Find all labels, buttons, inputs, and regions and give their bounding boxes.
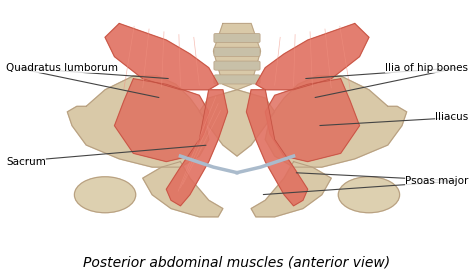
Polygon shape <box>213 23 261 90</box>
Polygon shape <box>265 76 407 167</box>
Text: Ilia of hip bones: Ilia of hip bones <box>385 63 468 73</box>
Polygon shape <box>115 79 209 162</box>
Polygon shape <box>143 162 223 217</box>
Polygon shape <box>166 90 228 206</box>
Polygon shape <box>256 23 369 90</box>
Text: Quadratus lumborum: Quadratus lumborum <box>6 63 118 73</box>
Polygon shape <box>246 90 308 206</box>
Text: Posterior abdominal muscles (anterior view): Posterior abdominal muscles (anterior vi… <box>83 255 391 269</box>
Circle shape <box>338 177 400 213</box>
Polygon shape <box>199 90 275 156</box>
Text: Sacrum: Sacrum <box>6 157 46 167</box>
Polygon shape <box>105 23 218 90</box>
FancyBboxPatch shape <box>214 33 260 42</box>
Polygon shape <box>67 76 209 167</box>
Polygon shape <box>265 79 359 162</box>
FancyBboxPatch shape <box>214 75 260 84</box>
Text: Iliacus: Iliacus <box>435 112 468 122</box>
Circle shape <box>74 177 136 213</box>
FancyBboxPatch shape <box>214 61 260 70</box>
Text: Psoas major: Psoas major <box>404 176 468 186</box>
Polygon shape <box>251 162 331 217</box>
FancyBboxPatch shape <box>214 47 260 56</box>
